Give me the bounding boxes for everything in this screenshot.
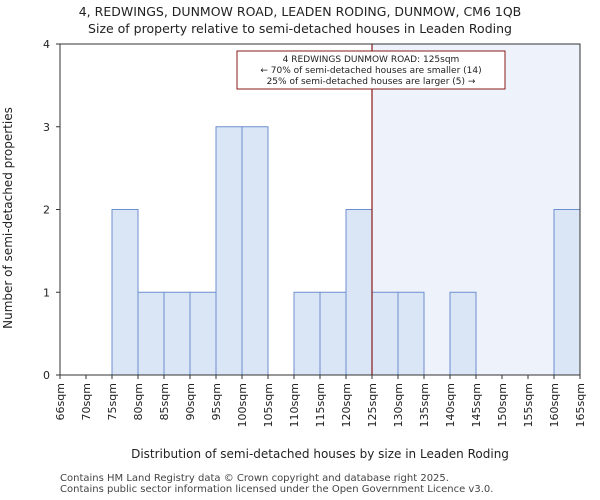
y-tick-label: 1 bbox=[43, 286, 50, 299]
y-tick-label: 0 bbox=[43, 369, 50, 382]
x-tick-label: 115sqm bbox=[314, 383, 327, 427]
x-tick-label: 135sqm bbox=[418, 383, 431, 427]
annotation-box bbox=[236, 50, 506, 90]
annotation-line-1: 4 REDWINGS DUNMOW ROAD: 125sqm bbox=[283, 55, 460, 65]
y-tick-label: 4 bbox=[43, 38, 50, 51]
x-tick-label: 90sqm bbox=[184, 383, 197, 420]
bar-120sqm bbox=[345, 209, 373, 376]
x-tick-label: 80sqm bbox=[132, 383, 145, 420]
x-tick-label: 100sqm bbox=[236, 383, 249, 427]
x-tick-label: 165sqm bbox=[574, 383, 587, 427]
bar-75sqm bbox=[111, 209, 139, 376]
x-tick-label: 95sqm bbox=[210, 383, 223, 420]
bar-130sqm bbox=[397, 291, 425, 376]
x-axis-label: Distribution of semi-detached houses by … bbox=[131, 447, 509, 461]
bar-110sqm bbox=[293, 291, 321, 376]
bar-140sqm bbox=[449, 291, 477, 376]
bar-115sqm bbox=[319, 291, 347, 376]
x-tick-label: 105sqm bbox=[262, 383, 275, 427]
x-tick-label: 150sqm bbox=[496, 383, 509, 427]
footer-line-1: Contains HM Land Registry data © Crown c… bbox=[60, 473, 449, 484]
chart-title-block: 4, REDWINGS, DUNMOW ROAD, LEADEN RODING,… bbox=[0, 3, 600, 37]
marker-annotation: 4 REDWINGS DUNMOW ROAD: 125sqm ← 70% of … bbox=[236, 50, 506, 90]
y-tick-label: 3 bbox=[43, 121, 50, 134]
x-tick-label: 85sqm bbox=[158, 383, 171, 420]
x-tick-label: 120sqm bbox=[340, 383, 353, 427]
y-axis-label: Number of semi-detached properties bbox=[1, 107, 15, 329]
chart-title: 4, REDWINGS, DUNMOW ROAD, LEADEN RODING,… bbox=[78, 4, 522, 19]
footer-line-2: Contains public sector information licen… bbox=[60, 484, 494, 495]
chart-subtitle: Size of property relative to semi-detach… bbox=[88, 21, 512, 36]
x-tick-label: 75sqm bbox=[106, 383, 119, 420]
bar-80sqm bbox=[137, 291, 165, 376]
annotation-line-3: 25% of semi-detached houses are larger (… bbox=[267, 77, 476, 87]
bar-160sqm bbox=[553, 209, 581, 376]
x-tick-label: 110sqm bbox=[288, 383, 301, 427]
x-tick-label: 70sqm bbox=[80, 383, 93, 420]
x-tick-label: 155sqm bbox=[522, 383, 535, 427]
x-tick-label: 160sqm bbox=[548, 383, 561, 427]
x-tick-label: 125sqm bbox=[366, 383, 379, 427]
bar-85sqm bbox=[163, 291, 191, 376]
x-tick-label: 130sqm bbox=[392, 383, 405, 427]
bar-100sqm bbox=[241, 126, 269, 376]
x-tick-label: 145sqm bbox=[470, 383, 483, 427]
annotation-line-2: ← 70% of semi-detached houses are smalle… bbox=[260, 66, 481, 76]
bar-95sqm bbox=[215, 126, 243, 376]
x-tick-label: 66sqm bbox=[54, 383, 67, 420]
x-tick-label: 140sqm bbox=[444, 383, 457, 427]
bar-90sqm bbox=[189, 291, 217, 376]
y-tick-label: 2 bbox=[43, 204, 50, 217]
bar-125sqm bbox=[371, 291, 399, 376]
